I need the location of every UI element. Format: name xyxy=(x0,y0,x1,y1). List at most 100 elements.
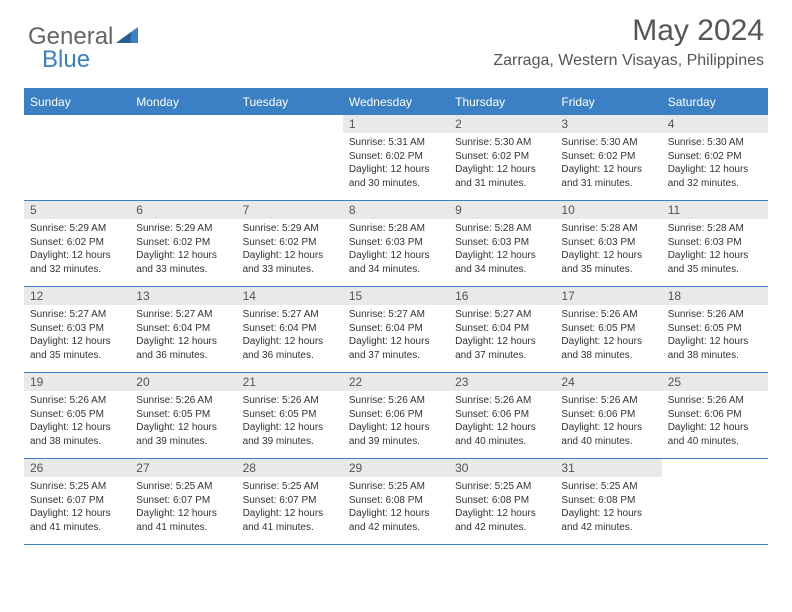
sunrise-text: Sunrise: 5:26 AM xyxy=(349,394,443,408)
day-cell: 12Sunrise: 5:27 AMSunset: 6:03 PMDayligh… xyxy=(24,287,130,373)
day-details: Sunrise: 5:26 AMSunset: 6:06 PMDaylight:… xyxy=(662,391,768,452)
day-cell: 19Sunrise: 5:26 AMSunset: 6:05 PMDayligh… xyxy=(24,373,130,459)
day-number: 4 xyxy=(662,115,768,133)
sunrise-text: Sunrise: 5:28 AM xyxy=(349,222,443,236)
sunrise-text: Sunrise: 5:29 AM xyxy=(136,222,230,236)
sunrise-text: Sunrise: 5:26 AM xyxy=(561,308,655,322)
day-cell xyxy=(130,115,236,201)
day-number: 29 xyxy=(343,459,449,477)
day-number: 17 xyxy=(555,287,661,305)
day-details: Sunrise: 5:26 AMSunset: 6:05 PMDaylight:… xyxy=(130,391,236,452)
day-cell: 7Sunrise: 5:29 AMSunset: 6:02 PMDaylight… xyxy=(237,201,343,287)
day-details: Sunrise: 5:25 AMSunset: 6:08 PMDaylight:… xyxy=(449,477,555,538)
daylight-text-2: and 36 minutes. xyxy=(136,349,230,363)
calendar-table: SundayMondayTuesdayWednesdayThursdayFrid… xyxy=(24,88,768,545)
daylight-text-1: Daylight: 12 hours xyxy=(455,249,549,263)
day-number: 22 xyxy=(343,373,449,391)
day-cell: 30Sunrise: 5:25 AMSunset: 6:08 PMDayligh… xyxy=(449,459,555,545)
daylight-text-1: Daylight: 12 hours xyxy=(668,421,762,435)
daylight-text-2: and 35 minutes. xyxy=(561,263,655,277)
day-cell: 28Sunrise: 5:25 AMSunset: 6:07 PMDayligh… xyxy=(237,459,343,545)
day-details: Sunrise: 5:30 AMSunset: 6:02 PMDaylight:… xyxy=(555,133,661,194)
sunrise-text: Sunrise: 5:27 AM xyxy=(455,308,549,322)
day-number: 20 xyxy=(130,373,236,391)
daylight-text-2: and 34 minutes. xyxy=(349,263,443,277)
week-row: 12Sunrise: 5:27 AMSunset: 6:03 PMDayligh… xyxy=(24,287,768,373)
sunset-text: Sunset: 6:02 PM xyxy=(561,150,655,164)
daylight-text-1: Daylight: 12 hours xyxy=(455,507,549,521)
sunset-text: Sunset: 6:03 PM xyxy=(668,236,762,250)
daylight-text-2: and 33 minutes. xyxy=(243,263,337,277)
sunrise-text: Sunrise: 5:25 AM xyxy=(30,480,124,494)
sunrise-text: Sunrise: 5:27 AM xyxy=(30,308,124,322)
daylight-text-2: and 33 minutes. xyxy=(136,263,230,277)
day-cell: 27Sunrise: 5:25 AMSunset: 6:07 PMDayligh… xyxy=(130,459,236,545)
daylight-text-2: and 39 minutes. xyxy=(243,435,337,449)
day-number: 23 xyxy=(449,373,555,391)
sunset-text: Sunset: 6:02 PM xyxy=(668,150,762,164)
daylight-text-2: and 34 minutes. xyxy=(455,263,549,277)
day-details: Sunrise: 5:25 AMSunset: 6:07 PMDaylight:… xyxy=(237,477,343,538)
daylight-text-1: Daylight: 12 hours xyxy=(136,507,230,521)
day-details: Sunrise: 5:27 AMSunset: 6:04 PMDaylight:… xyxy=(449,305,555,366)
day-number: 9 xyxy=(449,201,555,219)
day-number: 6 xyxy=(130,201,236,219)
daylight-text-2: and 40 minutes. xyxy=(455,435,549,449)
daylight-text-2: and 41 minutes. xyxy=(243,521,337,535)
daylight-text-2: and 38 minutes. xyxy=(668,349,762,363)
day-cell: 14Sunrise: 5:27 AMSunset: 6:04 PMDayligh… xyxy=(237,287,343,373)
daylight-text-2: and 37 minutes. xyxy=(455,349,549,363)
sunrise-text: Sunrise: 5:25 AM xyxy=(349,480,443,494)
day-header-row: SundayMondayTuesdayWednesdayThursdayFrid… xyxy=(24,89,768,115)
daylight-text-1: Daylight: 12 hours xyxy=(561,507,655,521)
day-details: Sunrise: 5:30 AMSunset: 6:02 PMDaylight:… xyxy=(449,133,555,194)
daylight-text-2: and 31 minutes. xyxy=(455,177,549,191)
sunset-text: Sunset: 6:06 PM xyxy=(668,408,762,422)
day-cell: 24Sunrise: 5:26 AMSunset: 6:06 PMDayligh… xyxy=(555,373,661,459)
day-cell: 13Sunrise: 5:27 AMSunset: 6:04 PMDayligh… xyxy=(130,287,236,373)
sunset-text: Sunset: 6:03 PM xyxy=(561,236,655,250)
sunset-text: Sunset: 6:07 PM xyxy=(30,494,124,508)
day-header: Saturday xyxy=(662,89,768,115)
day-number: 3 xyxy=(555,115,661,133)
day-cell: 4Sunrise: 5:30 AMSunset: 6:02 PMDaylight… xyxy=(662,115,768,201)
day-header: Wednesday xyxy=(343,89,449,115)
sunset-text: Sunset: 6:05 PM xyxy=(243,408,337,422)
day-details: Sunrise: 5:26 AMSunset: 6:05 PMDaylight:… xyxy=(662,305,768,366)
day-details: Sunrise: 5:26 AMSunset: 6:05 PMDaylight:… xyxy=(237,391,343,452)
day-cell xyxy=(662,459,768,545)
sunrise-text: Sunrise: 5:25 AM xyxy=(561,480,655,494)
day-cell: 15Sunrise: 5:27 AMSunset: 6:04 PMDayligh… xyxy=(343,287,449,373)
sunrise-text: Sunrise: 5:26 AM xyxy=(136,394,230,408)
daylight-text-2: and 39 minutes. xyxy=(136,435,230,449)
sunrise-text: Sunrise: 5:29 AM xyxy=(30,222,124,236)
sunset-text: Sunset: 6:02 PM xyxy=(136,236,230,250)
daylight-text-1: Daylight: 12 hours xyxy=(136,249,230,263)
day-details: Sunrise: 5:29 AMSunset: 6:02 PMDaylight:… xyxy=(24,219,130,280)
day-header: Thursday xyxy=(449,89,555,115)
daylight-text-2: and 35 minutes. xyxy=(668,263,762,277)
day-number: 26 xyxy=(24,459,130,477)
day-details: Sunrise: 5:28 AMSunset: 6:03 PMDaylight:… xyxy=(343,219,449,280)
day-cell: 16Sunrise: 5:27 AMSunset: 6:04 PMDayligh… xyxy=(449,287,555,373)
sunrise-text: Sunrise: 5:30 AM xyxy=(455,136,549,150)
header: General Blue May 2024 Zarraga, Western V… xyxy=(0,0,792,88)
day-details: Sunrise: 5:28 AMSunset: 6:03 PMDaylight:… xyxy=(662,219,768,280)
calendar-body: 1Sunrise: 5:31 AMSunset: 6:02 PMDaylight… xyxy=(24,115,768,545)
day-number: 8 xyxy=(343,201,449,219)
day-details: Sunrise: 5:26 AMSunset: 6:05 PMDaylight:… xyxy=(555,305,661,366)
day-number: 2 xyxy=(449,115,555,133)
sunrise-text: Sunrise: 5:27 AM xyxy=(349,308,443,322)
daylight-text-1: Daylight: 12 hours xyxy=(668,249,762,263)
day-number: 18 xyxy=(662,287,768,305)
sunset-text: Sunset: 6:06 PM xyxy=(349,408,443,422)
day-cell: 8Sunrise: 5:28 AMSunset: 6:03 PMDaylight… xyxy=(343,201,449,287)
day-cell: 22Sunrise: 5:26 AMSunset: 6:06 PMDayligh… xyxy=(343,373,449,459)
sunset-text: Sunset: 6:05 PM xyxy=(561,322,655,336)
sunset-text: Sunset: 6:04 PM xyxy=(243,322,337,336)
sunset-text: Sunset: 6:05 PM xyxy=(30,408,124,422)
logo-triangle-icon xyxy=(116,22,138,50)
day-number: 11 xyxy=(662,201,768,219)
day-number: 5 xyxy=(24,201,130,219)
location-label: Zarraga, Western Visayas, Philippines xyxy=(493,52,764,70)
